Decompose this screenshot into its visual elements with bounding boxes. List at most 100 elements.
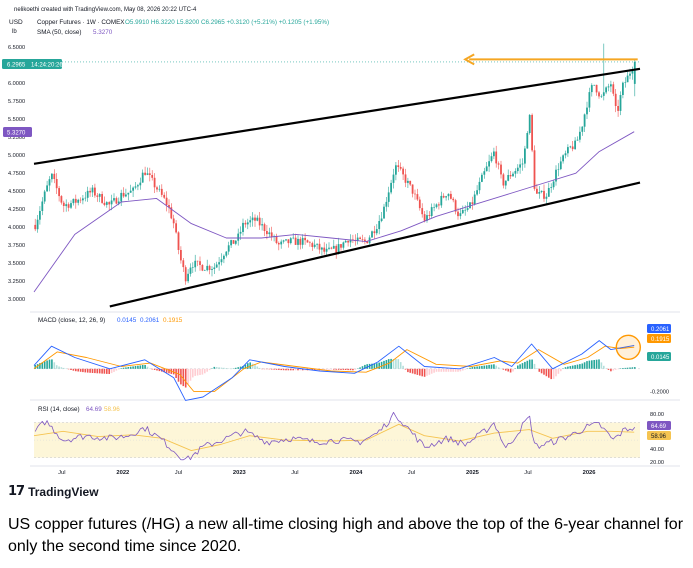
candle-body — [91, 187, 94, 193]
macd-hist-bar — [75, 368, 77, 372]
macd-hist-bar — [323, 368, 325, 370]
macd-hist-bar — [464, 368, 466, 370]
candle-body — [371, 231, 373, 238]
macd-hist-bar — [235, 367, 237, 369]
price-axis-tick: 4.5000 — [8, 189, 25, 195]
candle-body — [189, 267, 192, 274]
macd-hist-bar — [103, 368, 106, 374]
candle-body — [101, 194, 103, 203]
candle-body — [378, 221, 381, 230]
macd-hist-bar — [583, 362, 586, 369]
candle-body — [435, 204, 438, 208]
candle-body — [187, 273, 189, 282]
macd-hist-bar — [270, 368, 273, 370]
candle-body — [234, 240, 237, 244]
candle-body — [583, 114, 586, 127]
macd-hist-bar — [488, 364, 490, 369]
candle-body — [514, 171, 517, 174]
candle-body — [67, 204, 70, 208]
macd-hist-bar — [569, 366, 572, 369]
candle-body — [452, 198, 455, 201]
macd-hist-bar — [294, 368, 297, 371]
candle-body — [156, 187, 158, 190]
candle-body — [590, 85, 593, 93]
candle-body — [547, 188, 550, 197]
macd-hist-bar — [258, 367, 261, 369]
macd-hist-bar — [96, 368, 99, 374]
candle-body — [275, 236, 278, 243]
macd-hist-bar — [550, 368, 552, 380]
candle-body — [497, 163, 500, 165]
macd-hist-bar — [373, 363, 376, 369]
candle-body — [282, 240, 285, 242]
candle-body — [536, 188, 538, 194]
price-axis-tick: 4.2500 — [8, 207, 25, 213]
candle-body — [239, 231, 242, 234]
candle-body — [98, 194, 101, 197]
macd-hist-bar — [560, 368, 562, 372]
candle-body — [285, 239, 287, 241]
candle-body — [516, 167, 519, 172]
candle-body — [633, 61, 636, 84]
macd-hist-bar — [165, 368, 168, 373]
rsi-ma-badge: 58.96 — [651, 434, 667, 440]
candle-body — [624, 82, 627, 83]
candle-body — [421, 208, 424, 215]
candle-body — [562, 155, 564, 162]
candle-body — [399, 167, 402, 169]
candle-body — [395, 165, 397, 175]
macd-hist-bar — [610, 368, 612, 372]
candle-body — [304, 237, 306, 241]
candle-body — [289, 238, 292, 244]
candle-body — [418, 199, 421, 209]
macd-hist-bar — [110, 368, 113, 374]
macd-hist-bar — [626, 367, 629, 369]
macd-hist-bar — [311, 368, 314, 371]
candle-body — [39, 211, 41, 220]
macd-hist-bar — [533, 363, 536, 369]
candle-body — [521, 163, 524, 165]
macd-hist-bar — [428, 368, 431, 375]
signal-badge-bg — [647, 334, 671, 343]
macd-hist-bar — [452, 368, 454, 372]
candle-body — [414, 193, 416, 195]
macd-hist-bar — [242, 366, 244, 369]
price-axis-tick: 5.0000 — [8, 153, 25, 159]
macd-hist-bar — [254, 365, 256, 369]
macd-hist-bar — [53, 362, 56, 369]
candle-body — [366, 241, 369, 244]
candle-body — [476, 190, 478, 195]
channel-lower-line — [109, 181, 641, 308]
candle-body — [311, 243, 314, 247]
macd-hist-bar — [438, 368, 440, 372]
candle-body — [447, 193, 450, 197]
candle-body — [571, 146, 574, 150]
macd-hist-bar — [557, 368, 560, 374]
candle-body — [53, 173, 56, 179]
candle-body — [612, 84, 615, 94]
macd-hist-bar — [177, 368, 180, 382]
candle-body — [380, 218, 383, 221]
macd-hist-bar — [184, 368, 187, 388]
candle-body — [373, 231, 376, 234]
candle-body — [215, 264, 218, 268]
hist-badge-bg — [647, 352, 671, 361]
chart-area: 6.50006.25006.00005.75005.50005.25005.00… — [2, 7, 680, 476]
candle-body — [244, 222, 247, 225]
created-by-text: nelikoethi created with TradingView.com,… — [14, 7, 197, 13]
candle-body — [103, 202, 106, 205]
candle-body — [524, 148, 526, 164]
candle-body — [533, 150, 536, 189]
macd-hist-bar — [256, 366, 259, 369]
candle-body — [602, 92, 605, 96]
macd-hist-bar — [337, 368, 340, 370]
candle-body — [134, 186, 137, 188]
candle-body — [356, 237, 359, 241]
time-axis-tick: 2026 — [583, 470, 597, 476]
candle-body — [294, 237, 297, 245]
candle-body — [502, 174, 505, 186]
macd-value-3: 0.1915 — [163, 317, 183, 324]
candle-body — [383, 206, 385, 219]
candle-body — [404, 174, 407, 183]
candle-body — [153, 177, 156, 188]
